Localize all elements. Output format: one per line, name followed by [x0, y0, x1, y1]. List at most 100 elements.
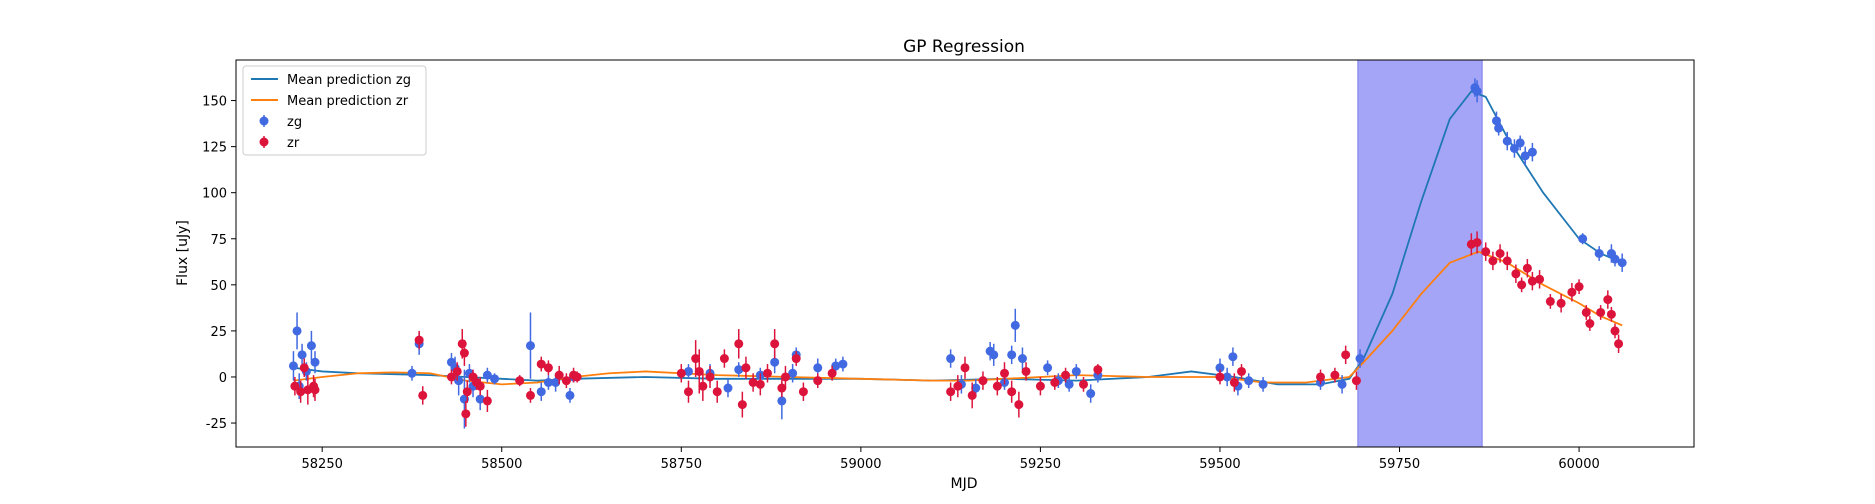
data-point-zr — [737, 400, 747, 410]
data-point-zr — [525, 390, 535, 400]
data-point-zr — [1517, 280, 1527, 290]
data-point-zg — [1502, 136, 1512, 146]
data-point-zg — [1578, 234, 1588, 244]
data-point-zr — [1035, 381, 1045, 391]
data-point-zr — [1330, 370, 1340, 380]
data-point-zg — [551, 378, 561, 387]
x-tick-label: 60000 — [1558, 457, 1599, 472]
data-point-zr — [1574, 282, 1584, 292]
data-point-zr — [691, 354, 701, 364]
data-point-zr — [813, 376, 823, 386]
data-point-zg — [525, 341, 535, 351]
data-point-zr — [683, 387, 693, 397]
data-point-zr — [1481, 247, 1491, 257]
data-point-zr — [310, 385, 320, 395]
data-point-zg — [1355, 354, 1365, 364]
data-point-zr — [770, 339, 780, 349]
data-point-zr — [561, 376, 571, 386]
data-point-zg — [989, 350, 999, 360]
legend-marker-swatch — [259, 116, 269, 126]
data-point-zr — [1527, 276, 1537, 286]
data-point-zg — [1509, 143, 1519, 153]
data-point-zg — [310, 357, 320, 367]
data-point-zr — [1545, 296, 1555, 306]
x-axis-label: MJD — [951, 476, 978, 492]
data-point-zr — [1567, 287, 1577, 297]
data-point-zg — [838, 359, 848, 369]
data-point-zr — [452, 366, 462, 376]
data-point-zr — [748, 378, 758, 387]
data-point-zr — [953, 381, 963, 391]
data-point-zg — [1494, 123, 1504, 133]
data-point-zr — [1522, 263, 1532, 273]
data-point-zg — [288, 361, 298, 371]
data-point-zg — [565, 390, 575, 400]
data-point-zr — [461, 409, 471, 419]
legend-label: zr — [287, 136, 300, 151]
plot-area: 58250 58500 58750 59000 59250 59500 59750 60000… — [202, 59, 1695, 472]
data-point-zg — [482, 370, 492, 380]
data-point-zr — [734, 339, 744, 349]
data-point-zr — [967, 390, 977, 400]
data-point-zr — [296, 387, 306, 397]
data-point-zr — [536, 359, 546, 369]
data-point-zr — [1606, 309, 1616, 319]
data-point-zg — [1617, 258, 1627, 268]
data-point-zr — [1610, 326, 1620, 336]
data-point-zr — [780, 372, 790, 382]
data-point-zg — [306, 341, 316, 351]
data-point-zg — [1610, 254, 1620, 264]
x-tick-label: 59500 — [1199, 457, 1240, 472]
data-point-zr — [462, 387, 472, 397]
legend-marker-swatch — [259, 137, 269, 147]
data-point-zr — [1316, 372, 1326, 382]
legend-label: Mean prediction zg — [287, 73, 411, 88]
data-point-zg — [292, 326, 302, 336]
data-point-zr — [1351, 376, 1361, 386]
y-tick-label: 50 — [210, 279, 227, 294]
legend-label: Mean prediction zr — [287, 94, 409, 109]
data-point-zg — [1086, 389, 1096, 399]
data-point-zg — [777, 396, 787, 406]
y-tick-label: -25 — [206, 417, 227, 432]
data-point-zr — [694, 366, 704, 376]
data-point-zr — [414, 335, 424, 345]
x-tick-label: 59250 — [1020, 457, 1061, 472]
data-point-zg — [1010, 320, 1020, 330]
data-point-zr — [418, 390, 428, 400]
y-tick-label: 25 — [210, 325, 227, 340]
data-point-zr — [1229, 378, 1239, 387]
data-point-zr — [1502, 256, 1512, 266]
data-point-zg — [723, 383, 733, 393]
data-point-zg — [536, 387, 546, 397]
data-point-zr — [1093, 365, 1103, 375]
axes-frame — [235, 59, 1695, 448]
data-point-zr — [1007, 387, 1017, 397]
data-point-zr — [515, 376, 525, 386]
data-point-zr — [992, 381, 1002, 391]
data-point-zg — [683, 366, 693, 376]
data-point-zg — [946, 354, 956, 364]
data-point-zg — [1064, 379, 1074, 389]
data-point-zr — [762, 368, 772, 378]
data-point-zr — [543, 363, 553, 373]
y-axis-label: Flux [uJy] — [175, 220, 191, 286]
y-tick-label: 0 — [219, 371, 227, 386]
data-point-zr — [827, 368, 837, 378]
data-point-zr — [1556, 298, 1566, 308]
data-point-zg — [1244, 376, 1254, 386]
data-point-zr — [1079, 379, 1089, 389]
data-point-zr — [1581, 307, 1591, 317]
data-point-zr — [777, 383, 787, 393]
data-point-zr — [712, 387, 722, 397]
data-point-zg — [1215, 363, 1225, 373]
data-point-zg — [543, 378, 553, 387]
data-point-zr — [1021, 366, 1031, 376]
data-point-zr — [290, 381, 300, 391]
data-point-zr — [676, 368, 686, 378]
data-point-zg — [734, 365, 744, 375]
data-point-zr — [1215, 372, 1225, 382]
x-tick-label: 59750 — [1379, 457, 1420, 472]
data-point-zr — [798, 387, 808, 397]
